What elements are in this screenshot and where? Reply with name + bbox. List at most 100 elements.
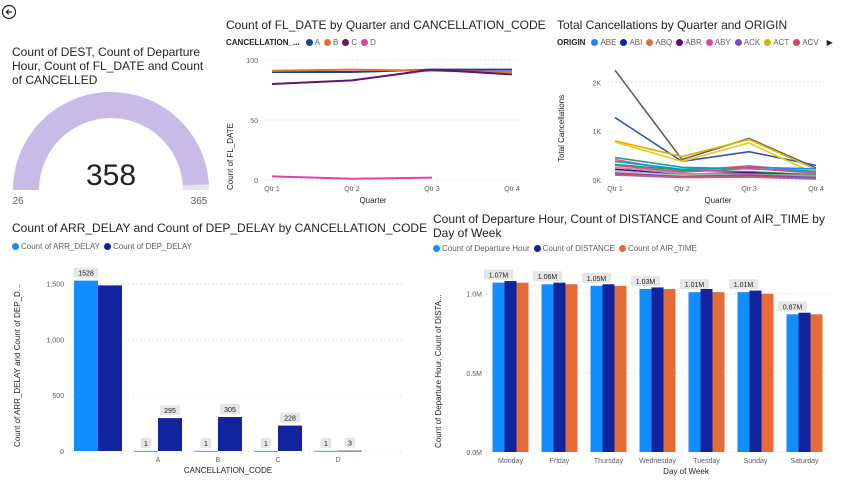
gauge-min: 26: [12, 196, 24, 207]
data-label-bg: [729, 279, 758, 290]
legend-item-arr-delay[interactable]: Count of ARR_DELAY: [12, 242, 100, 251]
line1-chart[interactable]: Count of FL_DATE Quarter 100 50 0 Qtr 1 Qtr …: [220, 50, 530, 210]
bar: [553, 282, 566, 452]
data-label-bg: [260, 437, 272, 448]
legend-item-a[interactable]: A: [305, 38, 320, 47]
bar: [602, 284, 615, 452]
line2-legend-title: ORIGIN: [557, 38, 586, 47]
legend-item-d[interactable]: D: [361, 38, 376, 47]
legend-item-aby[interactable]: ABY: [705, 38, 731, 47]
y-tick-label: 1,000: [46, 337, 64, 344]
x-tick-label: Qtr 3: [424, 186, 440, 193]
line2-title: Total Cancellations by Quarter and ORIGI…: [557, 18, 788, 32]
data-label: 3: [348, 441, 352, 448]
x-tick-label: Monday: [498, 458, 523, 465]
bar: [254, 450, 278, 452]
legend-item-act[interactable]: ACT: [764, 38, 789, 47]
y-tick-label: 500: [52, 393, 64, 400]
data-label-bg: [582, 272, 611, 283]
data-label-bg: [200, 437, 212, 448]
bar1-chart[interactable]: Count of ARR_DELAY and Count of DEP_D...…: [8, 255, 418, 480]
y-tick-label: 100: [246, 58, 258, 65]
chevron-right-icon[interactable]: ▶: [826, 38, 833, 47]
x-tick-label: Qtr 2: [674, 186, 690, 193]
y-tick-label: 50: [250, 118, 258, 125]
data-label-bg: [320, 437, 332, 448]
bar: [614, 285, 627, 452]
bar2-legend: Count of Departure Hour Count of DISTANC…: [433, 244, 701, 253]
data-label: 1: [204, 441, 208, 448]
legend-item-distance[interactable]: Count of DISTANCE: [533, 244, 615, 253]
data-label: 295: [164, 408, 176, 415]
legend-item-c[interactable]: C: [342, 38, 357, 47]
legend-item-abi[interactable]: ABI: [620, 38, 642, 47]
bar1-xlabel: CANCELLATION_CODE: [184, 466, 272, 475]
bar: [565, 284, 578, 452]
y-tick-label: 2K: [592, 80, 601, 87]
legend-item-acv[interactable]: ACV: [793, 38, 819, 47]
line2-ylabel: Total Cancellations: [557, 95, 566, 162]
y-tick-label: 0K: [592, 178, 601, 185]
back-button[interactable]: [1, 4, 17, 20]
bar: [504, 281, 517, 452]
data-label: 1: [264, 441, 268, 448]
series-line-15: [614, 174, 817, 180]
data-label-bg: [344, 437, 356, 448]
bar2-chart[interactable]: Count of Departure Hour, Count of DISTA.…: [428, 258, 850, 480]
data-label-bg: [140, 437, 152, 448]
legend-item-departure-hour[interactable]: Count of Departure Hour: [433, 244, 530, 253]
y-tick-label: 1,500: [46, 282, 64, 289]
x-tick-label: Wednesday: [639, 458, 676, 465]
data-label-bg: [778, 301, 807, 312]
legend-item-b[interactable]: B: [323, 38, 338, 47]
line1-xlabel: Quarter: [359, 196, 386, 205]
legend-item-abe[interactable]: ABE: [591, 38, 616, 47]
data-label: 1.01M: [734, 282, 754, 289]
x-tick-label: B: [216, 457, 221, 464]
bar1-title: Count of ARR_DELAY and Count of DEP_DELA…: [12, 221, 428, 235]
bar: [639, 288, 652, 452]
data-label-bg: [160, 405, 180, 416]
x-tick-label: Qtr 2: [344, 186, 360, 193]
line1-legend: CANCELLATION_... A B C D: [226, 38, 380, 47]
y-tick-label: 0: [254, 178, 258, 185]
bar: [761, 293, 774, 452]
gauge-title: Count of DEST, Count of Departure Hour, …: [12, 45, 204, 87]
y-tick-label: 0: [60, 449, 64, 456]
legend-item-abq[interactable]: ABQ: [646, 38, 672, 47]
x-tick-label: Qtr 1: [264, 186, 280, 193]
series-line-1: [614, 116, 817, 167]
data-label: 305: [224, 407, 236, 414]
bar: [737, 292, 750, 452]
x-tick-label: Saturday: [790, 458, 819, 465]
data-label-bg: [220, 403, 240, 414]
data-label: 1.07M: [489, 273, 509, 280]
data-label-bg: [680, 279, 709, 290]
series-line-d: [271, 175, 433, 180]
line1-legend-title: CANCELLATION_...: [226, 38, 300, 47]
data-label: 228: [284, 416, 296, 423]
bar: [590, 285, 603, 452]
data-label: 1.06M: [538, 274, 558, 281]
line2-legend: ORIGIN ABE ABI ABQ ABR ABY ACK ACT ACV ▶: [557, 38, 833, 47]
bar: [688, 292, 701, 452]
gauge-chart[interactable]: 26 365 358: [0, 90, 220, 210]
series-line-0: [614, 69, 817, 169]
data-label: 1: [324, 441, 328, 448]
y-tick-label: 1.0M: [466, 292, 482, 299]
bar: [749, 290, 762, 452]
bar: [541, 284, 554, 452]
gauge-max: 365: [191, 196, 208, 207]
legend-item-dep-delay[interactable]: Count of DEP_DELAY: [104, 242, 192, 251]
bar: [314, 450, 338, 452]
x-tick-label: Qtr 4: [808, 186, 824, 193]
line2-chart[interactable]: Total Cancellations Quarter 2K 1K 0K Qtr 1 Q…: [553, 50, 850, 210]
legend-item-abr[interactable]: ABR: [676, 38, 702, 47]
legend-item-air-time[interactable]: Count of AIR_TIME: [618, 244, 697, 253]
legend-item-ack[interactable]: ACK: [734, 38, 760, 47]
data-label: 1.03M: [636, 279, 656, 286]
bar: [663, 288, 676, 452]
bar: [218, 416, 242, 451]
x-tick-label: D: [335, 457, 340, 464]
x-tick-label: Sunday: [744, 458, 768, 465]
